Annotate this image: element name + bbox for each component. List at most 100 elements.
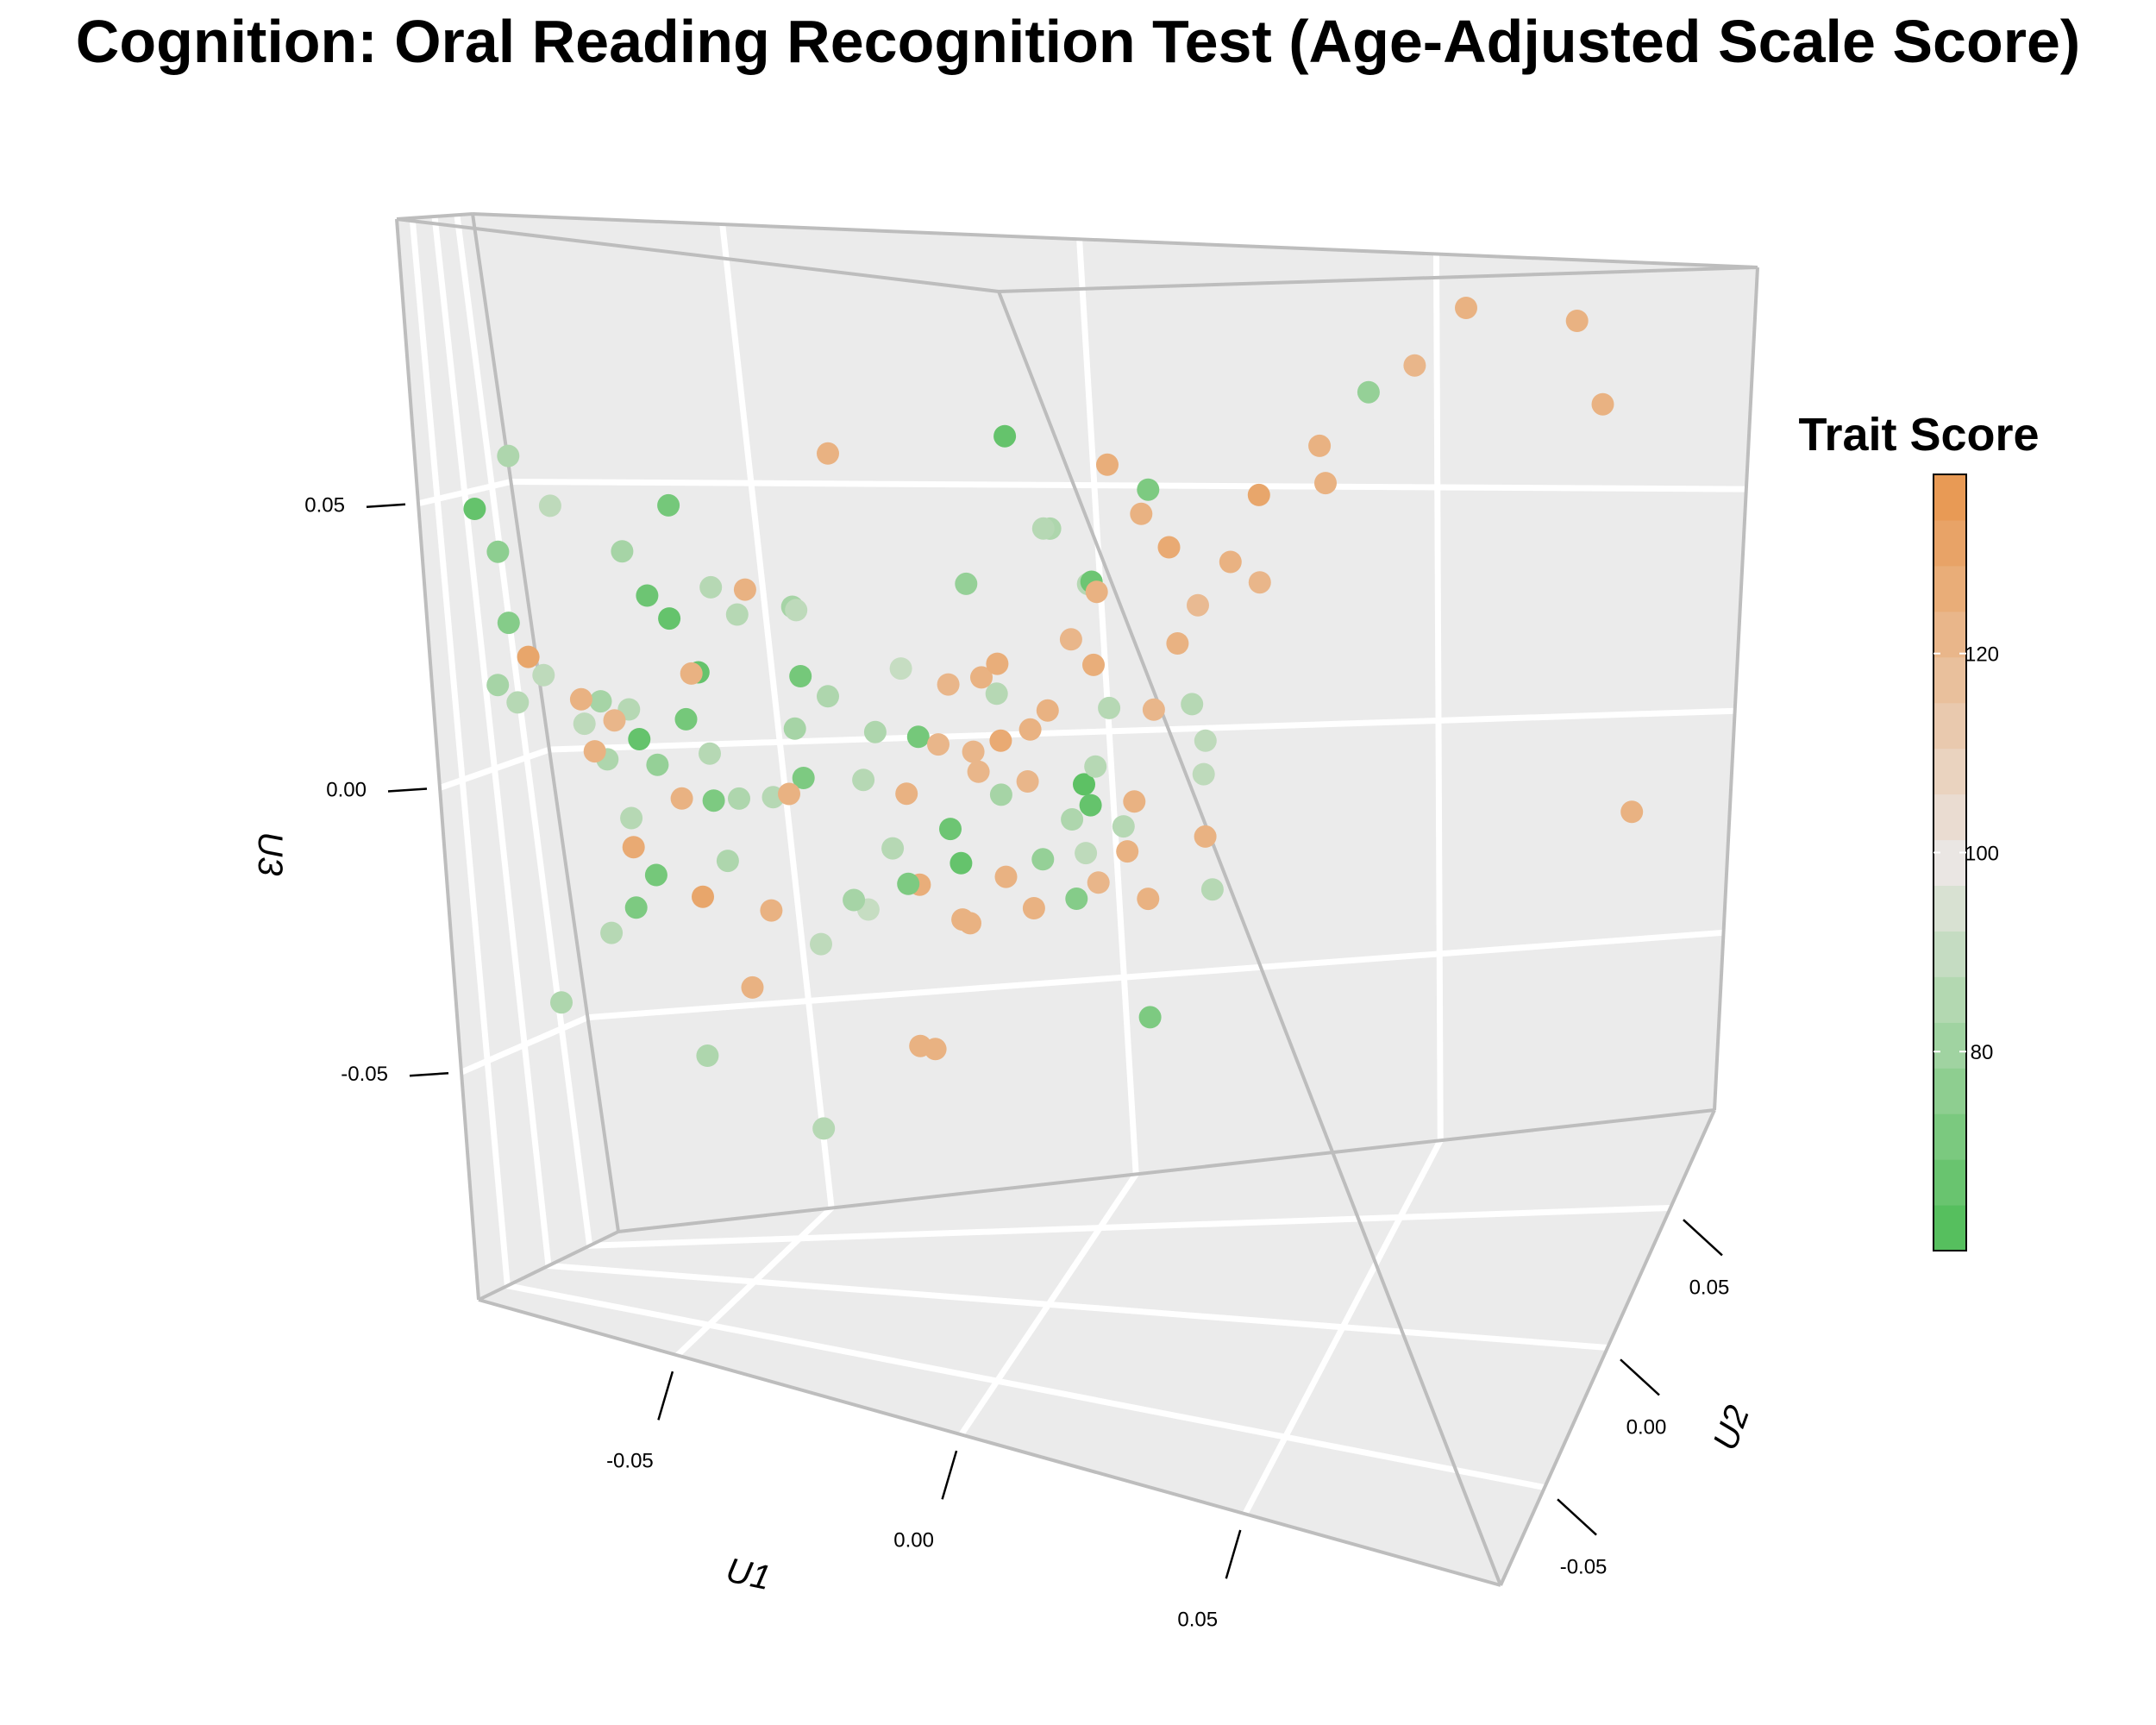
- data-point: [950, 851, 973, 875]
- colorbar-gradient: [1933, 474, 1967, 1251]
- data-point: [538, 494, 561, 518]
- frame-edge: [478, 1298, 1501, 1587]
- data-point: [1073, 773, 1095, 796]
- data-point: [692, 885, 714, 908]
- axis-frame: [395, 212, 1759, 1587]
- data-point: [1308, 434, 1332, 457]
- data-point: [1357, 380, 1380, 404]
- colorbar-tick-label: 80: [1971, 1041, 1994, 1064]
- data-point: [1123, 790, 1146, 813]
- z-tick-mark: [366, 503, 406, 508]
- colorbar-band: [1934, 565, 1966, 612]
- z-tick-label: 0.05: [304, 494, 345, 518]
- data-point: [1181, 693, 1204, 716]
- data-point: [924, 1038, 947, 1061]
- colorbar-ticks: 80 100 120: [1934, 643, 1999, 1064]
- data-point: [1075, 842, 1098, 865]
- colorbar-band: [1934, 931, 1966, 977]
- data-point: [939, 818, 962, 841]
- data-point: [1194, 729, 1217, 752]
- data-point: [620, 806, 643, 830]
- gridline-floor-y: [545, 1263, 1611, 1351]
- data-point: [843, 888, 866, 912]
- data-point: [817, 685, 839, 708]
- x-tick-mark: [941, 1450, 958, 1500]
- data-point: [1314, 472, 1337, 495]
- colorbar-band: [1934, 611, 1966, 658]
- data-point: [603, 709, 626, 732]
- pane-back-y: [473, 214, 1758, 1232]
- data-point: [760, 899, 783, 922]
- x-axis-label: U1: [723, 1551, 774, 1597]
- data-point: [1192, 762, 1215, 786]
- data-point: [486, 674, 510, 697]
- frame-edge: [998, 266, 1758, 293]
- data-point: [699, 742, 721, 765]
- frame-edge: [471, 213, 620, 1233]
- colorbar-title: Trait Score: [1798, 409, 2039, 461]
- data-point: [716, 850, 739, 873]
- data-point: [1138, 1006, 1162, 1029]
- frame-edge: [478, 1230, 619, 1302]
- data-point: [810, 932, 832, 956]
- data-point: [589, 690, 612, 713]
- data-point: [611, 540, 634, 563]
- data-point: [658, 607, 681, 630]
- colorbar-band: [1934, 702, 1966, 750]
- data-point: [937, 673, 960, 696]
- colorbar-band: [1934, 1113, 1966, 1160]
- gridline-wall-x-z: [415, 479, 514, 507]
- data-point: [1016, 770, 1039, 793]
- z-axis-label: U3: [251, 831, 289, 875]
- y-tick-mark: [1683, 1219, 1723, 1257]
- data-point: [628, 728, 651, 750]
- data-point: [778, 782, 800, 806]
- chart-title: Cognition: Oral Reading Recognition Test…: [76, 8, 2080, 75]
- colorbar-band: [1934, 976, 1966, 1023]
- gridline-wall-y: [431, 213, 552, 1269]
- data-point: [967, 760, 990, 783]
- data-point: [636, 584, 659, 607]
- z-tick-label: 0.00: [326, 778, 367, 801]
- data-point: [1036, 699, 1059, 722]
- data-point: [1620, 800, 1644, 824]
- data-point: [962, 740, 985, 763]
- data-point: [881, 837, 905, 860]
- data-point: [702, 789, 725, 812]
- data-point: [1137, 478, 1160, 501]
- x-tick-mark: [1225, 1529, 1242, 1579]
- data-point: [733, 578, 756, 601]
- data-point: [1079, 794, 1102, 817]
- gridline-wall-y-z: [507, 479, 1750, 492]
- frame-edge: [1499, 1109, 1716, 1586]
- data-point: [986, 652, 1009, 675]
- data-point: [1166, 632, 1189, 655]
- data-point: [1059, 628, 1082, 651]
- data-point: [1087, 871, 1110, 894]
- data-point: [1098, 696, 1121, 719]
- gridline-wall-y-z: [584, 929, 1727, 1021]
- data-point: [1018, 718, 1042, 741]
- data-point: [785, 599, 808, 622]
- colorbar-band: [1934, 1022, 1966, 1069]
- data-point: [955, 572, 978, 595]
- data-point: [989, 783, 1012, 806]
- y-tick-label: 0.05: [1689, 1276, 1730, 1299]
- data-point: [789, 665, 812, 687]
- data-point: [497, 612, 520, 635]
- colorbar-band: [1934, 839, 1966, 886]
- data-point: [1403, 354, 1426, 377]
- data-point: [699, 575, 723, 599]
- gridline-wall-y: [454, 211, 593, 1249]
- data-point: [1219, 550, 1242, 574]
- data-point: [1137, 888, 1160, 911]
- colorbar-legend: Trait Score 80 100 120: [1798, 409, 2040, 1251]
- data-point: [624, 896, 648, 919]
- gridline-wall-x: [719, 221, 835, 1212]
- data-point: [674, 707, 698, 731]
- gridline-floor-y: [586, 1204, 1674, 1249]
- data-point: [792, 767, 815, 789]
- data-point: [889, 657, 912, 681]
- data-point: [895, 782, 918, 806]
